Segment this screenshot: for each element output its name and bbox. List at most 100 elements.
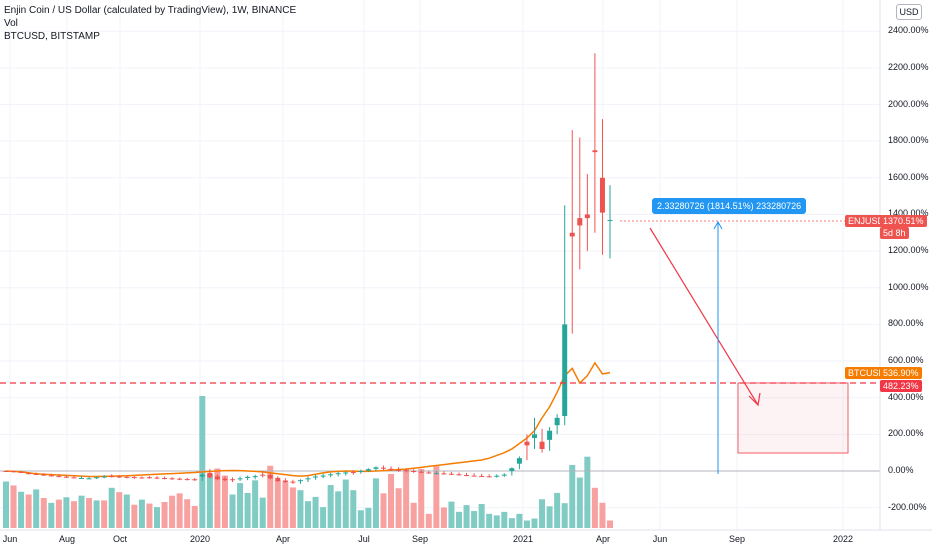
candle-body bbox=[373, 467, 379, 469]
candle-body bbox=[501, 474, 507, 476]
compare-symbol-label[interactable]: BTCUSD, BITSTAMP bbox=[4, 31, 100, 42]
volume-bar bbox=[471, 511, 478, 528]
trend-arrow-line[interactable] bbox=[649, 227, 759, 406]
time-axis-tick: Jun bbox=[2, 534, 18, 544]
volume-bar bbox=[93, 500, 100, 528]
candle-body bbox=[86, 478, 92, 480]
target-zone-rectangle[interactable] bbox=[737, 382, 849, 454]
volume-bar bbox=[539, 499, 546, 528]
price-axis-tick: 1800.00% bbox=[888, 135, 929, 146]
trend-arrow-head bbox=[748, 392, 761, 407]
time-axis-tick: Aug bbox=[58, 534, 76, 544]
candle-body bbox=[18, 471, 24, 473]
candle-body bbox=[252, 476, 258, 478]
candle-body bbox=[592, 150, 598, 153]
candle-body bbox=[328, 474, 334, 476]
volume-bar bbox=[463, 505, 470, 528]
candle-body bbox=[275, 477, 281, 482]
candle-body bbox=[539, 441, 545, 450]
volume-bar bbox=[86, 498, 93, 528]
currency-button[interactable]: USD bbox=[896, 4, 922, 20]
candle-body bbox=[79, 477, 84, 479]
volume-bar bbox=[123, 494, 130, 528]
volume-bar bbox=[244, 492, 251, 528]
volume-bar bbox=[191, 505, 198, 528]
volume-legend-label[interactable]: Vol bbox=[4, 18, 18, 29]
chart-legend: Enjin Coin / US Dollar (calculated by Tr… bbox=[4, 4, 296, 43]
candle-body bbox=[532, 434, 537, 439]
candle-body bbox=[282, 480, 288, 482]
candle-body bbox=[562, 324, 568, 417]
candle-body bbox=[599, 177, 605, 213]
candle-body bbox=[403, 470, 409, 472]
time-axis-tick: Oct bbox=[112, 534, 128, 544]
candle-body bbox=[358, 471, 364, 472]
candle-body bbox=[214, 476, 220, 480]
volume-bar bbox=[55, 499, 62, 528]
volume-bar bbox=[448, 501, 455, 528]
candle-body bbox=[426, 472, 432, 474]
candle-body bbox=[33, 473, 39, 475]
candle-body bbox=[494, 475, 500, 477]
candle-body bbox=[139, 477, 145, 479]
candle-body bbox=[94, 477, 100, 479]
volume-bar bbox=[425, 513, 432, 528]
volume-bar bbox=[10, 485, 17, 528]
candle-body bbox=[184, 479, 190, 481]
volume-bar bbox=[350, 490, 357, 528]
btcusd-value-tag: 536.90% bbox=[880, 367, 922, 379]
time-axis-tick: Apr bbox=[595, 534, 611, 544]
volume-bar bbox=[342, 479, 349, 528]
btcusd-line-path bbox=[5, 361, 611, 478]
candle-body bbox=[509, 468, 515, 471]
candle-body bbox=[237, 478, 243, 480]
price-axis-tick: 0.00% bbox=[888, 465, 914, 475]
candle-body bbox=[554, 417, 560, 426]
volume-bar bbox=[237, 483, 244, 528]
candle-body bbox=[547, 430, 553, 440]
candle-body bbox=[456, 474, 462, 476]
symbol-title[interactable]: Enjin Coin / US Dollar (calculated by Tr… bbox=[4, 5, 297, 16]
volume-bar bbox=[169, 495, 176, 528]
candle-body bbox=[101, 476, 107, 478]
volume-bar bbox=[214, 468, 221, 528]
time-axis-tick: 2022 bbox=[832, 534, 854, 544]
candle-body bbox=[305, 478, 311, 480]
volume-bar bbox=[591, 487, 598, 528]
volume-bar bbox=[365, 507, 372, 528]
measure-label[interactable]: 2.33280726 (1814.51%) 233280726 bbox=[652, 198, 807, 214]
enjusd-value-tag: 1370.51% bbox=[880, 215, 927, 227]
candle-body bbox=[71, 477, 77, 479]
price-axis-tick: -200.00% bbox=[888, 501, 927, 512]
candle-body bbox=[381, 467, 386, 469]
candle-body bbox=[335, 473, 341, 475]
candle-body bbox=[441, 473, 447, 475]
volume-bar bbox=[282, 481, 289, 528]
candle-body bbox=[26, 473, 32, 475]
volume-bar bbox=[63, 497, 70, 528]
candle-body bbox=[516, 458, 522, 464]
hline-value-tag: 482.23% bbox=[880, 380, 922, 392]
volume-bar bbox=[554, 492, 561, 528]
volume-bar bbox=[154, 507, 160, 528]
volume-bar bbox=[101, 500, 108, 528]
candle-body bbox=[471, 475, 477, 477]
volume-bar bbox=[493, 515, 500, 528]
volume-bar bbox=[206, 474, 213, 528]
candle-body bbox=[116, 476, 122, 478]
candle-body bbox=[109, 476, 115, 478]
volume-bar bbox=[433, 466, 440, 528]
volume-bar bbox=[372, 478, 379, 528]
candle-body bbox=[154, 477, 160, 479]
candle-body bbox=[3, 471, 9, 472]
volume-bar bbox=[267, 465, 274, 528]
volume-bar bbox=[569, 464, 576, 528]
volume-bar bbox=[327, 485, 334, 528]
btcusd-symbol-tag: BTCUSD bbox=[845, 367, 889, 379]
volume-bar bbox=[221, 475, 228, 528]
candle-body bbox=[245, 476, 251, 478]
price-axis-tick: 1200.00% bbox=[888, 245, 929, 256]
price-axis-tick: 600.00% bbox=[888, 355, 924, 366]
